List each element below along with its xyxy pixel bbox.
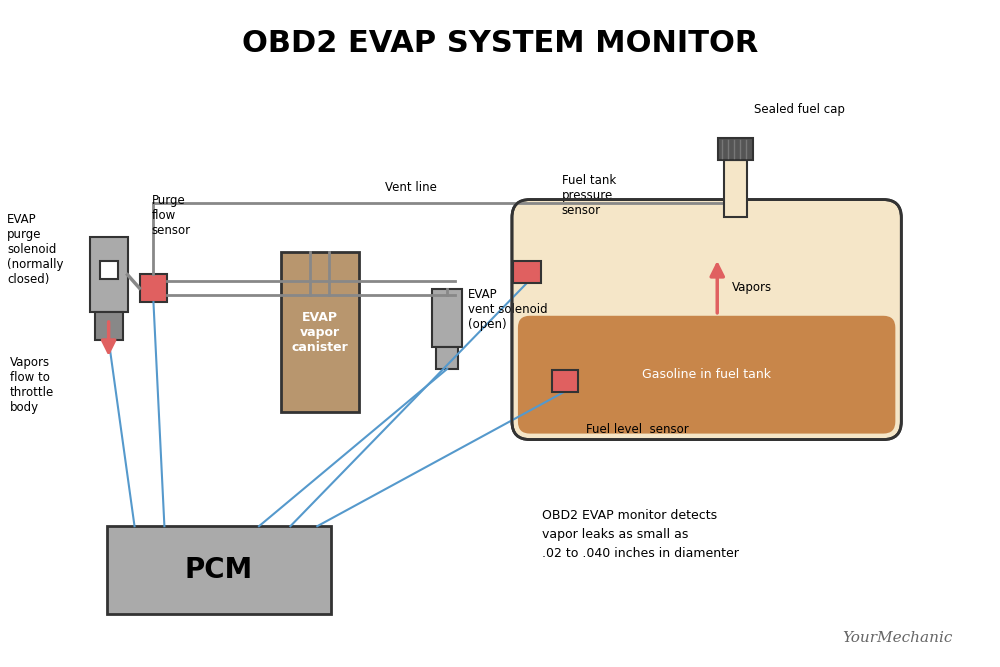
FancyBboxPatch shape [90, 237, 128, 312]
FancyBboxPatch shape [95, 312, 123, 340]
Bar [100, 261, 118, 279]
Text: Vent line: Vent line [385, 181, 437, 194]
FancyBboxPatch shape [140, 274, 167, 302]
Text: Vapors
flow to
throttle
body: Vapors flow to throttle body [10, 356, 54, 414]
Text: YourMechanic: YourMechanic [843, 631, 953, 645]
FancyBboxPatch shape [432, 289, 462, 347]
FancyBboxPatch shape [513, 261, 541, 283]
Text: EVAP
vent solenoid
(open): EVAP vent solenoid (open) [468, 287, 548, 331]
Text: Gasoline in fuel tank: Gasoline in fuel tank [642, 368, 771, 381]
Text: Vapors: Vapors [732, 281, 772, 294]
FancyBboxPatch shape [107, 526, 331, 614]
FancyBboxPatch shape [718, 138, 753, 159]
FancyBboxPatch shape [518, 315, 895, 434]
FancyBboxPatch shape [436, 347, 458, 369]
Text: EVAP
purge
solenoid
(normally
closed): EVAP purge solenoid (normally closed) [7, 213, 64, 286]
Text: PCM: PCM [185, 556, 253, 584]
FancyBboxPatch shape [552, 370, 578, 392]
Text: Fuel level  sensor: Fuel level sensor [586, 423, 688, 436]
FancyBboxPatch shape [512, 199, 901, 440]
Text: Fuel tank
pressure
sensor: Fuel tank pressure sensor [562, 174, 616, 217]
Text: Purge
flow
sensor: Purge flow sensor [151, 194, 191, 237]
Text: EVAP
vapor
canister: EVAP vapor canister [291, 311, 348, 354]
Bar [724, 159, 747, 217]
Text: OBD2 EVAP monitor detects
vapor leaks as small as
.02 to .040 inches in diamente: OBD2 EVAP monitor detects vapor leaks as… [542, 509, 739, 560]
Bar [531, 327, 882, 331]
Text: Sealed fuel cap: Sealed fuel cap [754, 103, 845, 117]
FancyBboxPatch shape [281, 252, 359, 412]
Text: OBD2 EVAP SYSTEM MONITOR: OBD2 EVAP SYSTEM MONITOR [242, 29, 758, 58]
